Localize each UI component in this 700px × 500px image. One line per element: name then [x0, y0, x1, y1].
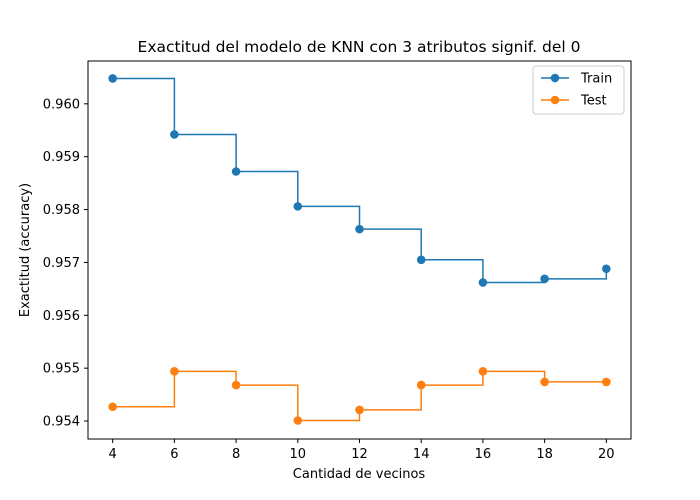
- y-tick-label: 0.956: [43, 309, 80, 324]
- x-tick-label: 6: [170, 447, 178, 462]
- y-tick-label: 0.955: [43, 362, 80, 377]
- x-tick-label: 20: [598, 447, 615, 462]
- train-point: [293, 202, 303, 211]
- legend-label-train: Train: [580, 72, 612, 87]
- train-point: [170, 130, 179, 139]
- chart-title: Exactitud del modelo de KNN con 3 atribu…: [138, 38, 581, 56]
- y-tick-label: 0.954: [43, 415, 80, 430]
- y-axis-label: Exactitud (accuracy): [18, 183, 33, 317]
- x-axis-label: Cantidad de vecinos: [293, 467, 426, 482]
- train-point: [355, 224, 364, 234]
- test-point: [108, 402, 117, 412]
- train-point: [602, 264, 611, 274]
- train-point: [416, 255, 426, 265]
- test-series-line: [112, 370, 607, 422]
- test-point: [355, 405, 364, 415]
- y-tick-label: 0.958: [43, 203, 80, 218]
- train-point: [231, 167, 241, 176]
- y-tick-label: 0.959: [43, 150, 80, 165]
- x-tick-label: 8: [232, 447, 240, 462]
- x-tick-label: 18: [536, 447, 553, 462]
- test-point: [231, 380, 241, 390]
- test-point: [602, 377, 611, 387]
- test-point: [293, 416, 303, 425]
- y-tick-label: 0.960: [43, 97, 80, 112]
- train-point: [108, 74, 117, 83]
- legend: Train Test: [532, 65, 625, 115]
- x-tick-label: 16: [475, 447, 492, 462]
- plot-area: 4 6 8 10 12 14 16 18 20 0.954 0.955 0.956 0.957 0.958…: [43, 60, 632, 462]
- test-point: [478, 367, 488, 376]
- train-point: [478, 278, 488, 287]
- x-tick-label: 12: [351, 447, 368, 462]
- train-point: [540, 274, 549, 284]
- test-point: [416, 380, 426, 390]
- x-tick-label: 4: [109, 447, 117, 462]
- x-tick-label: 10: [290, 447, 307, 462]
- legend-label-test: Test: [580, 94, 607, 109]
- legend-marker-test: [550, 95, 560, 105]
- legend-marker-train: [550, 73, 560, 83]
- test-point: [540, 377, 549, 387]
- test-point: [170, 367, 179, 376]
- x-tick-label: 14: [413, 447, 430, 462]
- y-tick-label: 0.957: [43, 256, 80, 271]
